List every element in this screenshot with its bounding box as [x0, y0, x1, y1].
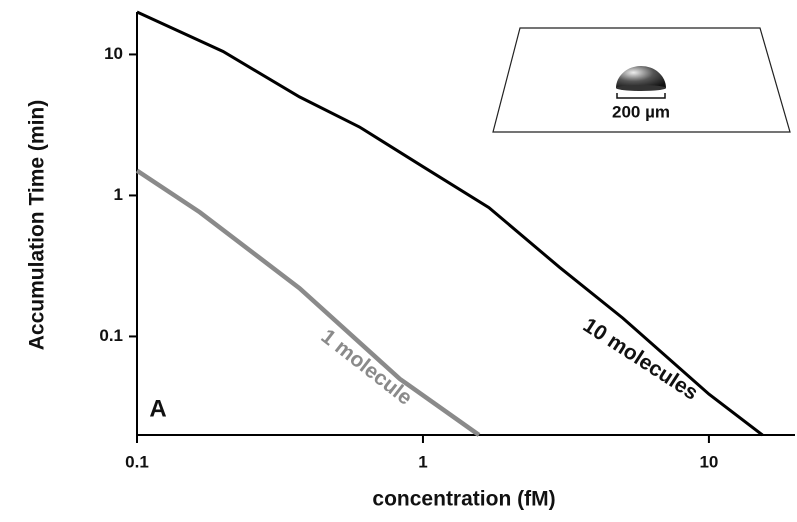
x-tick-label: 0.1 [125, 452, 149, 471]
y-tick-label: 10 [104, 44, 123, 63]
x-axis-label: concentration (fM) [372, 488, 555, 511]
x-tick-label: 10 [699, 452, 718, 471]
y-axis-label: Accumulation Time (min) [26, 100, 49, 350]
y-tick-label: 0.1 [99, 326, 123, 345]
droplet [616, 66, 666, 88]
series-line [135, 168, 481, 437]
panel-label: A [149, 395, 166, 422]
scale-bar [616, 93, 666, 99]
y-tick-label: 1 [114, 185, 123, 204]
inset-label: 200 µm [612, 102, 670, 121]
inset: 200 µm [492, 27, 791, 133]
series-label: 10 molecules [579, 314, 702, 405]
series-line [136, 10, 764, 437]
x-tick-label: 1 [418, 452, 427, 471]
series-label: 1 molecule [317, 325, 417, 410]
droplet-base [616, 85, 666, 91]
